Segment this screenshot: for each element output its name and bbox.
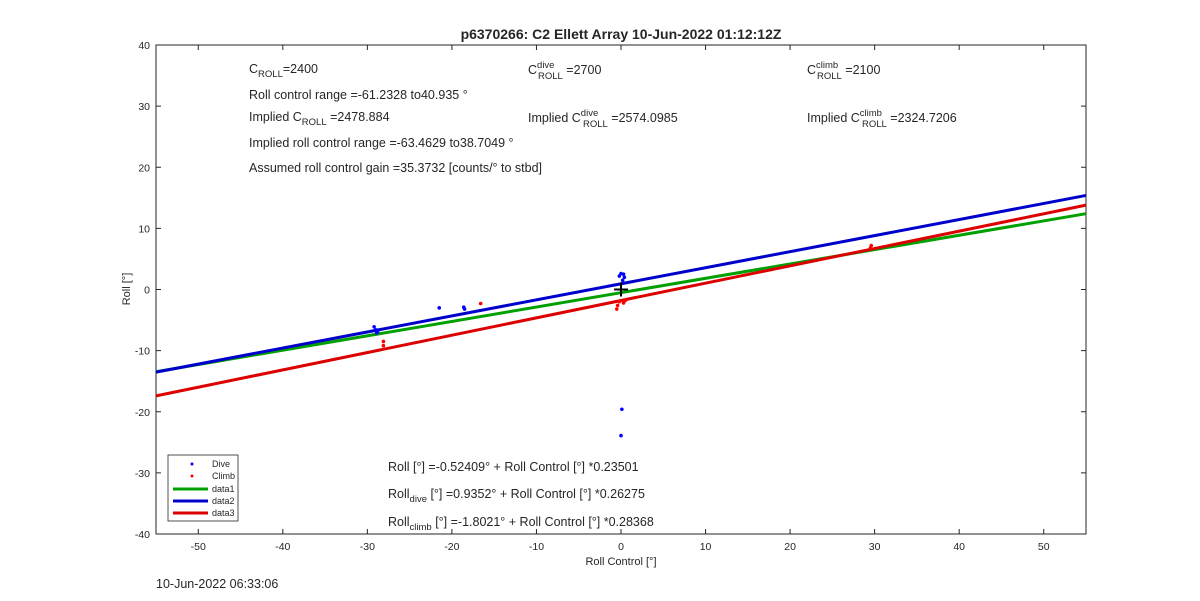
c-climb-prefix: C bbox=[807, 63, 816, 77]
fit-climb-sub: climb bbox=[410, 522, 432, 533]
c-climb-sub: ROLL bbox=[817, 71, 842, 82]
x-tick-label: -10 bbox=[529, 541, 544, 553]
x-tick-label: -30 bbox=[360, 541, 375, 553]
x-tick-label: 0 bbox=[618, 541, 624, 553]
fit-equation-dive: Rolldive [°] =0.9352° + Roll Control [°]… bbox=[388, 487, 645, 505]
c-roll-prefix: C bbox=[249, 62, 258, 76]
fit-dive-sub: dive bbox=[410, 494, 427, 505]
c-climb-value: =2100 bbox=[842, 63, 881, 77]
point-dive bbox=[372, 324, 376, 329]
implied-c-climb-sub: ROLL bbox=[862, 119, 887, 130]
point-dive bbox=[437, 306, 442, 310]
fit-climb-value: [°] =-1.8021° + Roll Control [°] *0.2836… bbox=[432, 515, 654, 529]
data-points bbox=[372, 243, 874, 438]
implied-c-dive-prefix: Implied C bbox=[528, 111, 581, 125]
y-tick-label: 10 bbox=[138, 223, 150, 235]
point-dive bbox=[620, 407, 624, 412]
fit-equation-all: Roll [°] =-0.52409° + Roll Control [°] *… bbox=[388, 460, 639, 474]
c-dive-sup: dive bbox=[537, 60, 554, 71]
x-tick-label: -20 bbox=[444, 541, 459, 553]
point-climb bbox=[381, 343, 386, 348]
point-climb bbox=[615, 303, 620, 308]
legend: Dive Climb data1 data2 data3 bbox=[167, 454, 239, 522]
footer-timestamp: 10-Jun-2022 06:33:06 bbox=[156, 577, 278, 591]
point-climb bbox=[617, 299, 622, 304]
x-tick-label: 50 bbox=[1038, 541, 1050, 553]
point-dive bbox=[462, 307, 467, 311]
point-climb bbox=[869, 243, 874, 248]
c-climb-annotation: Cclimb ROLL =2100 bbox=[807, 60, 880, 82]
implied-c-roll-prefix: Implied C bbox=[249, 110, 302, 124]
point-dive bbox=[621, 272, 626, 277]
implied-c-dive: Implied Cdive ROLL =2574.0985 bbox=[528, 108, 678, 130]
x-tick-label: -40 bbox=[275, 541, 290, 553]
point-dive bbox=[622, 275, 627, 280]
legend-marker-climb bbox=[190, 474, 194, 478]
x-tick-label: 20 bbox=[784, 541, 796, 553]
point-climb bbox=[381, 339, 386, 344]
point-climb bbox=[478, 301, 483, 306]
x-tick-label: 40 bbox=[953, 541, 965, 553]
c-dive-prefix: C bbox=[528, 63, 537, 77]
point-climb bbox=[614, 307, 619, 311]
y-tick-label: -20 bbox=[135, 407, 150, 419]
y-tick-label: 0 bbox=[144, 285, 150, 297]
y-tick-label: 40 bbox=[138, 40, 150, 52]
legend-label-climb: Climb bbox=[212, 471, 235, 481]
roll-control-gain: Assumed roll control gain =35.3732 [coun… bbox=[249, 161, 542, 175]
implied-c-roll-value: =2478.884 bbox=[327, 110, 390, 124]
x-axis-label: Roll Control [°] bbox=[585, 556, 656, 568]
axis-ticks: -50 -40 -30 -20 -10 0 10 20 30 40 50 -40 -30 -20 -10 0 1… bbox=[135, 40, 1086, 553]
x-tick-label: 30 bbox=[869, 541, 881, 553]
implied-c-climb-value: =2324.7206 bbox=[887, 111, 957, 125]
implied-c-dive-sub: ROLL bbox=[583, 119, 608, 130]
c-climb-sup: climb bbox=[816, 60, 838, 71]
point-climb bbox=[623, 298, 628, 303]
x-tick-label: -50 bbox=[191, 541, 206, 553]
chart-title: p6370266: C2 Ellett Array 10-Jun-2022 01… bbox=[461, 26, 782, 42]
x-tick-label: 10 bbox=[700, 541, 712, 553]
fit-dive-value: [°] =0.9352° + Roll Control [°] *0.26275 bbox=[427, 487, 645, 501]
c-roll-annotation: CROLL=2400 bbox=[249, 62, 318, 80]
fit-climb-prefix: Roll bbox=[388, 515, 410, 529]
implied-c-roll-sub: ROLL bbox=[302, 117, 327, 128]
c-roll-value: =2400 bbox=[283, 62, 318, 76]
implied-c-climb: Implied Cclimb ROLL =2324.7206 bbox=[807, 108, 957, 130]
y-tick-label: 20 bbox=[138, 162, 150, 174]
y-tick-label: 30 bbox=[138, 101, 150, 113]
implied-c-climb-prefix: Implied C bbox=[807, 111, 860, 125]
point-dive bbox=[617, 274, 622, 278]
implied-c-roll: Implied CROLL =2478.884 bbox=[249, 110, 390, 128]
y-tick-label: -40 bbox=[135, 529, 150, 541]
fit-line-data3 bbox=[155, 203, 1087, 398]
legend-label-data2: data2 bbox=[212, 496, 235, 506]
implied-c-climb-sup: climb bbox=[860, 108, 882, 119]
legend-label-data3: data3 bbox=[212, 508, 235, 518]
point-dive bbox=[374, 331, 379, 335]
roll-control-range: Roll control range =-61.2328 to40.935 ° bbox=[249, 88, 468, 102]
y-tick-label: -30 bbox=[135, 468, 150, 480]
point-dive bbox=[619, 433, 623, 438]
point-dive bbox=[620, 278, 625, 283]
c-dive-value: =2700 bbox=[563, 63, 602, 77]
legend-marker-dive bbox=[190, 462, 194, 466]
implied-roll-control-range: Implied roll control range =-63.4629 to3… bbox=[249, 136, 514, 150]
legend-label-data1: data1 bbox=[212, 484, 235, 494]
legend-label-dive: Dive bbox=[212, 459, 230, 469]
c-dive-sub: ROLL bbox=[538, 71, 563, 82]
c-roll-sub: ROLL bbox=[258, 69, 283, 80]
y-tick-label: -10 bbox=[135, 346, 150, 358]
implied-c-dive-value: =2574.0985 bbox=[608, 111, 678, 125]
fit-dive-prefix: Roll bbox=[388, 487, 410, 501]
c-dive-annotation: Cdive ROLL =2700 bbox=[528, 60, 601, 82]
implied-c-dive-sup: dive bbox=[581, 108, 598, 119]
y-axis-label: Roll [°] bbox=[121, 273, 133, 306]
fit-equation-climb: Rollclimb [°] =-1.8021° + Roll Control [… bbox=[388, 515, 654, 533]
